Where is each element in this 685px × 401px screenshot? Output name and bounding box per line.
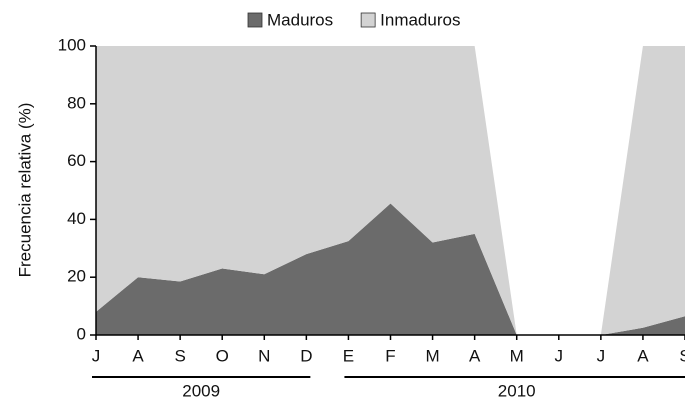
legend-label: Inmaduros [380,10,460,29]
x-tick-label: F [385,346,395,365]
legend-swatch [247,12,263,28]
y-axis-label: Frecuencia relativa (%) [15,103,34,278]
y-tick-label: 0 [77,324,86,343]
x-tick-label: M [510,346,524,365]
y-tick-label: 40 [67,209,86,228]
x-tick-label: J [92,346,101,365]
x-tick-label: J [597,346,606,365]
x-tick-label: J [555,346,564,365]
x-tick-label: A [637,346,649,365]
legend-swatch [360,12,376,28]
group-label: 2009 [182,381,220,400]
x-tick-label: E [343,346,354,365]
x-tick-label: D [300,346,312,365]
x-tick-label: S [679,346,685,365]
y-tick-label: 60 [67,151,86,170]
x-tick-label: S [174,346,185,365]
y-tick-label: 80 [67,93,86,112]
area [96,203,685,335]
x-tick-label: M [425,346,439,365]
y-tick-label: 20 [67,267,86,286]
x-tick-label: N [258,346,270,365]
x-tick-label: A [132,346,144,365]
legend-label: Maduros [267,10,333,29]
area [96,46,685,335]
x-tick-label: A [469,346,481,365]
group-label: 2010 [498,381,536,400]
x-tick-label: O [216,346,229,365]
y-tick-label: 100 [58,35,86,54]
